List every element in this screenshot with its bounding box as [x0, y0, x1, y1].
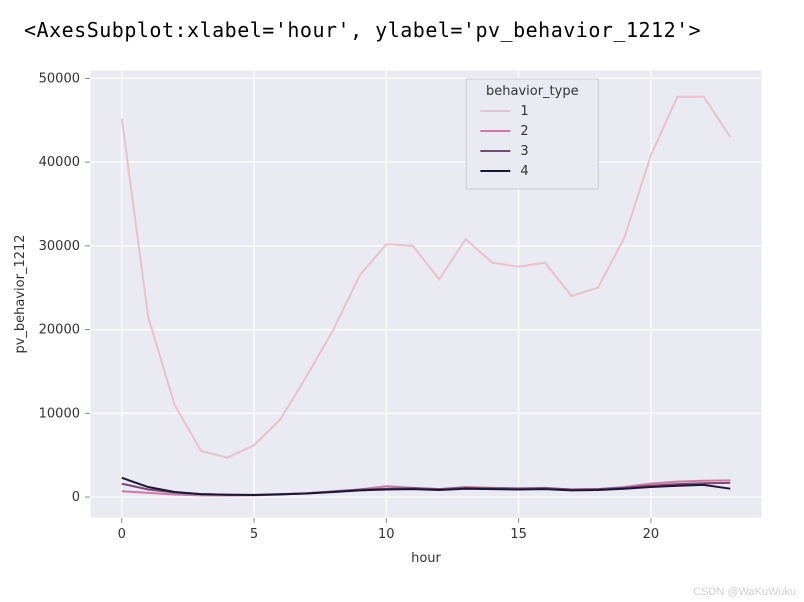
watermark: CSDN @WaKuWuku [693, 586, 796, 598]
y-tick-label: 30000 [39, 239, 80, 254]
x-tick-label: 15 [510, 527, 527, 542]
y-tick-label: 20000 [39, 323, 80, 338]
y-tick-label: 40000 [39, 155, 80, 170]
legend-label-4: 4 [520, 164, 528, 179]
y-tick-label: 0 [72, 490, 80, 505]
y-tick-label: 10000 [39, 406, 80, 421]
chart-container: 0 5 10 15 20 0 10000 20000 30000 40000 50000 hour pv… [0, 56, 780, 576]
line-chart: 0 5 10 15 20 0 10000 20000 30000 40000 50000 hour pv… [0, 56, 780, 576]
x-tick-label: 10 [378, 527, 395, 542]
x-tick-label: 20 [643, 527, 660, 542]
axes-repr: <AxesSubplot:xlabel='hour', ylabel='pv_b… [24, 18, 701, 42]
legend-label-1: 1 [520, 104, 528, 119]
legend-label-3: 3 [520, 144, 528, 159]
x-axis-label: hour [411, 551, 441, 566]
legend-title: behavior_type [486, 84, 579, 99]
y-axis-label: pv_behavior_1212 [13, 234, 28, 353]
x-tick-label: 5 [250, 527, 258, 542]
x-tick-label: 0 [118, 527, 126, 542]
legend-label-2: 2 [520, 124, 528, 139]
y-tick-label: 50000 [39, 71, 80, 86]
plot-area [90, 70, 762, 518]
